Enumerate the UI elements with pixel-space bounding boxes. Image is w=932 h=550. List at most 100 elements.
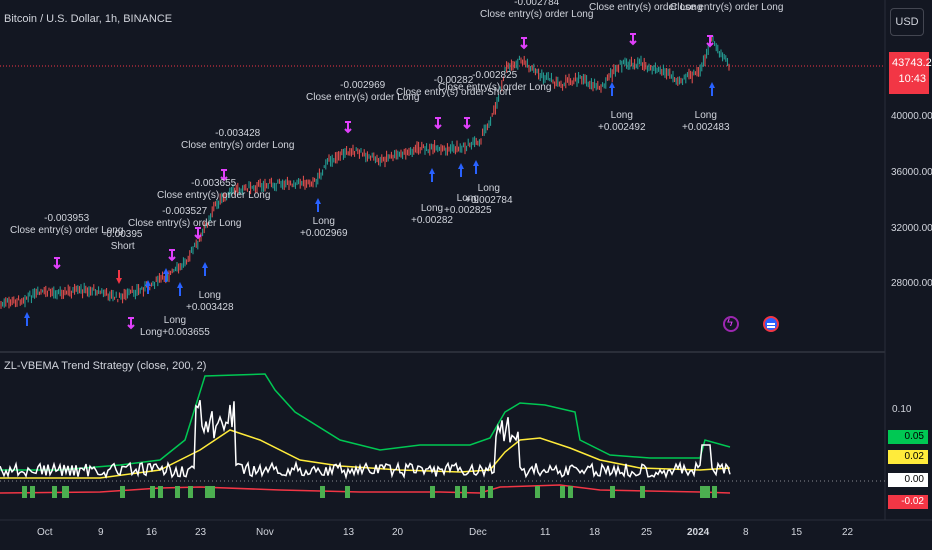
time-tick: 23 [195,527,207,538]
mid-band-line [0,429,731,479]
time-tick: 16 [146,527,158,538]
time-tick: 20 [392,527,404,538]
signal-bar [210,486,215,498]
close-entry-marker [344,121,352,134]
lower-band-badge: -0.02 [888,495,928,509]
signal-bar [188,486,193,498]
upper-band-badge: 0.05 [888,430,928,444]
signal-bar [175,486,180,498]
long-entry-arrow [177,282,183,296]
signal-bar [560,486,565,498]
time-tick: 15 [791,527,803,538]
trade-label: -0.00395 Short [103,229,143,252]
time-tick: Dec [469,527,487,538]
time-tick: 25 [641,527,653,538]
time-tick: 13 [343,527,355,538]
time-tick: 22 [842,527,854,538]
price-tick: 32000.00 [891,223,932,234]
trade-label: Long +0.00282 [411,203,453,226]
trade-label: Close entry(s) order Long [670,2,784,13]
close-entry-marker [463,117,471,130]
time-tick: 8 [743,527,749,538]
signal-bar [158,486,163,498]
signal-bar [430,486,435,498]
long-entry-arrow [202,262,208,276]
close-entry-marker [53,257,61,270]
signal-bar [455,486,460,498]
trade-label: Long +0.002784 [465,183,513,206]
close-entry-marker [629,33,637,46]
last-price-tag: 43743.29 10:43 [889,52,932,94]
close-entry-marker [434,117,442,130]
close-entry-marker [194,227,202,240]
close-entry-marker [706,35,714,48]
trade-markers [24,33,715,330]
signal-bar [700,486,705,498]
trade-label: -0.002825 Close entry(s) order Long [438,70,552,93]
signal-bar [640,486,645,498]
trade-label: Long +0.002825 [444,193,492,216]
oscillator-badge: 0.00 [888,473,928,487]
signal-bar [22,486,27,498]
long-entry-arrow [429,168,435,182]
trade-label: -0.003655 Close entry(s) order Long [157,178,271,201]
signal-bar [480,486,485,498]
oscillator-line [0,400,731,480]
price-tick: 28000.00 [891,278,932,289]
time-tick: Nov [256,527,274,538]
close-entry-marker [220,169,228,182]
signal-bar [320,486,325,498]
long-entry-arrow [473,160,479,174]
trade-label: Close entry(s) order Long [589,2,703,13]
long-entry-arrow [458,163,464,177]
symbol-title[interactable]: Bitcoin / U.S. Dollar, 1h, BINANCE [4,13,173,25]
mid-band-badge: 0.02 [888,450,928,464]
long-entry-arrow [609,82,615,96]
signal-bar [712,486,717,498]
price-tick: 36000.00 [891,167,932,178]
time-tick: 18 [589,527,601,538]
time-tick: 9 [98,527,104,538]
trade-label: -0.00282 Close entry(s) order Short [396,75,512,98]
currency-button[interactable]: USD [890,8,924,36]
indicator-title[interactable]: ZL-VBEMA Trend Strategy (close, 200, 2) [4,360,207,372]
us-flag-icon[interactable] [763,316,779,332]
close-entry-marker [127,317,135,330]
signal-bar [705,486,710,498]
long-entry-arrow [145,280,151,294]
trade-label: Long Long+0.003655 [140,315,210,338]
long-entry-arrow [315,198,321,212]
trade-label: Long +0.002969 [300,216,348,239]
signal-bar [610,486,615,498]
signal-bar [52,486,57,498]
signal-bar [535,486,540,498]
trade-label: -0.003428 Close entry(s) order Long [181,128,295,151]
trade-label: Long +0.002483 [682,110,730,133]
trade-label: -0.003527 Close entry(s) order Long [128,206,242,229]
time-tick: 11 [540,527,551,538]
lightning-icon[interactable] [723,316,739,332]
trade-label: -0.003953 Close entry(s) order Long [10,213,124,236]
indicator-plot [0,373,731,498]
short-entry-arrow [116,270,122,284]
last-price-value: 43743.29 [892,57,932,69]
signal-bar [205,486,210,498]
long-entry-arrow [24,312,30,326]
trade-label: Long +0.002492 [598,110,646,133]
bar-countdown: 10:43 [898,73,926,85]
upper-band-line [0,373,731,471]
indicator-tick: 0.10 [892,404,912,415]
time-tick: 2024 [687,527,710,538]
signal-bar [64,486,69,498]
signal-bar [150,486,155,498]
trade-label: -0.002969 Close entry(s) order Long [306,80,420,103]
long-entry-arrow [709,82,715,96]
signal-bar [345,486,350,498]
close-entry-marker [168,249,176,262]
long-entry-arrow [163,268,169,282]
signal-bar [462,486,467,498]
close-entry-marker [520,37,528,50]
trade-label: Long +0.003428 [186,290,234,313]
signal-bar [120,486,125,498]
